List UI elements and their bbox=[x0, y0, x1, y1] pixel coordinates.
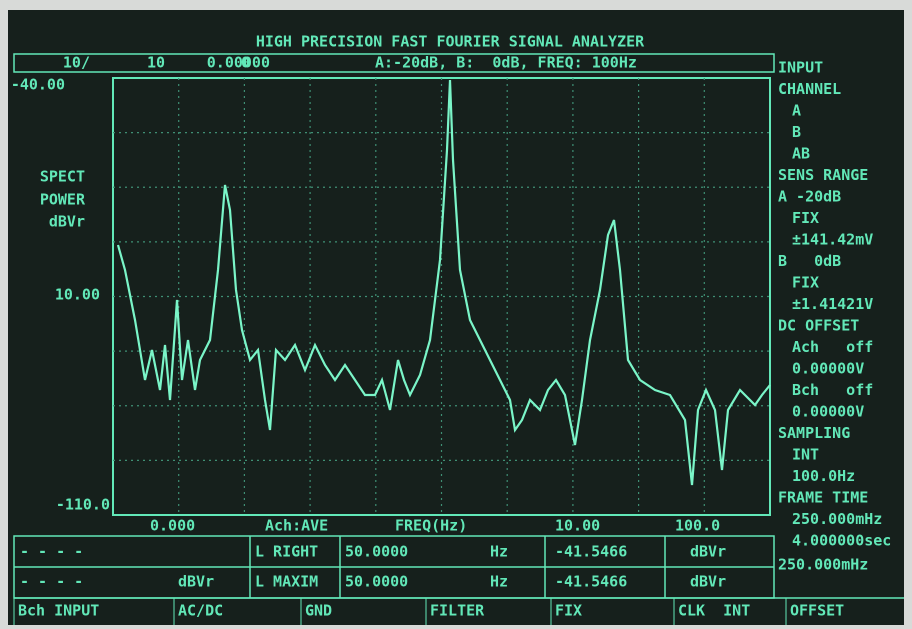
y-label: POWER bbox=[40, 191, 86, 209]
y-label: SPECT bbox=[40, 168, 85, 186]
status-cell: 10 bbox=[147, 54, 165, 72]
readout-cell: 50.0000 bbox=[345, 543, 408, 561]
status-cell: 0.00000 bbox=[207, 54, 270, 72]
side-menu-item: 4.000000sec bbox=[792, 532, 891, 550]
readout-cell: dBVr bbox=[690, 543, 726, 561]
readout-cell: L MAXIM bbox=[255, 573, 318, 591]
side-menu-item: 100.0Hz bbox=[792, 467, 855, 485]
side-menu-item: 250.000mHz bbox=[792, 510, 882, 528]
y-label: -40.00 bbox=[11, 76, 65, 94]
status-cell: 10/ bbox=[63, 54, 90, 72]
side-menu-item: A -20dB bbox=[778, 188, 841, 206]
y-label: -110.0 bbox=[56, 496, 110, 514]
screen: HIGH PRECISION FAST FOURIER SIGNAL ANALY… bbox=[0, 0, 912, 629]
side-menu-item: INPUT bbox=[778, 59, 823, 77]
readout-cell: dBVr bbox=[178, 573, 214, 591]
side-menu-item: A bbox=[792, 102, 801, 120]
readout-cell: Hz bbox=[490, 573, 508, 591]
side-menu-item: DC OFFSET bbox=[778, 317, 859, 335]
side-menu-item: 0.00000V bbox=[792, 360, 864, 378]
readout-extra: 250.000mHz bbox=[778, 556, 868, 574]
side-menu-item: SAMPLING bbox=[778, 424, 850, 442]
side-menu-item: AB bbox=[792, 145, 810, 163]
side-menu-item: ±141.42mV bbox=[792, 231, 873, 249]
side-menu-item: CHANNEL bbox=[778, 80, 841, 98]
y-label: dBVr bbox=[49, 213, 85, 231]
readout-cell: Hz bbox=[490, 543, 508, 561]
side-menu-item: FIX bbox=[792, 209, 819, 227]
readout-cell: L RIGHT bbox=[255, 543, 318, 561]
x-label: 10.00 bbox=[555, 517, 600, 535]
softkey: AC/DC bbox=[178, 602, 223, 620]
status-cell: A:-20dB, B: 0dB, FREQ: 100Hz bbox=[375, 54, 637, 72]
side-menu-item: Ach off bbox=[792, 338, 873, 356]
readout-cell: dBVr bbox=[690, 573, 726, 591]
side-menu-item: 0.00000V bbox=[792, 403, 864, 421]
softkey: FILTER bbox=[430, 602, 485, 620]
readout-cell: 50.0000 bbox=[345, 573, 408, 591]
side-menu-item: B 0dB bbox=[778, 252, 841, 270]
side-menu-item: Bch off bbox=[792, 381, 873, 399]
side-menu-item: FRAME TIME bbox=[778, 489, 868, 507]
softkey: FIX bbox=[555, 602, 582, 620]
title: HIGH PRECISION FAST FOURIER SIGNAL ANALY… bbox=[256, 33, 645, 51]
x-label: FREQ(Hz) bbox=[395, 517, 467, 535]
readout-cell: - - - - bbox=[20, 543, 83, 561]
softkey: CLK INT bbox=[678, 602, 750, 620]
y-label: 10.00 bbox=[55, 286, 100, 304]
side-menu-item: SENS RANGE bbox=[778, 166, 868, 184]
softkey: OFFSET bbox=[790, 602, 844, 620]
x-label: 100.0 bbox=[675, 517, 720, 535]
readout-cell: -41.5466 bbox=[555, 573, 627, 591]
side-menu-item: B bbox=[792, 123, 801, 141]
readout-cell: -41.5466 bbox=[555, 543, 627, 561]
side-menu-item: FIX bbox=[792, 274, 819, 292]
softkey: Bch INPUT bbox=[18, 602, 99, 620]
x-label: 0.000 bbox=[150, 517, 195, 535]
side-menu-item: ±1.41421V bbox=[792, 295, 873, 313]
side-menu-item: INT bbox=[792, 446, 819, 464]
x-label: Ach:AVE bbox=[265, 517, 328, 535]
readout-cell: - - - - bbox=[20, 573, 83, 591]
softkey: GND bbox=[305, 602, 332, 620]
